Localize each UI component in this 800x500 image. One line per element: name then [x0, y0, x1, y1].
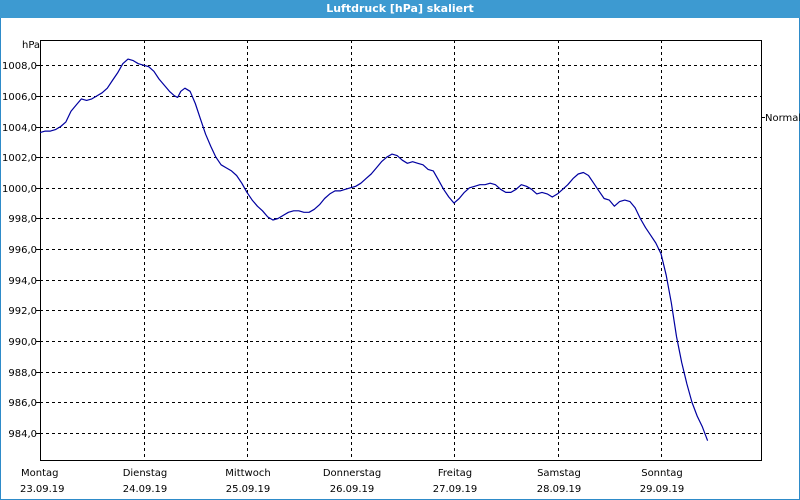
x-tick-date-label: 23.09.19: [20, 484, 65, 495]
x-axis-ticks: Montag 23.09.19 Dienstag 24.09.19 Mittwoch 25…: [20, 468, 684, 495]
y-tick-label: 1008,0: [2, 61, 37, 72]
axes: [36, 40, 762, 461]
x-tick-day-label: Samstag: [537, 468, 581, 479]
y-tick-label: 984,0: [8, 429, 37, 440]
plot-frame: [40, 40, 762, 461]
y-tick-label: 998,0: [8, 214, 37, 225]
y-tick-label: 996,0: [8, 245, 37, 256]
x-tick-date-label: 25.09.19: [226, 484, 271, 495]
x-tick-day-label: Donnerstag: [323, 468, 381, 479]
x-tick-date-label: 28.09.19: [537, 484, 582, 495]
y-tick-label: 994,0: [8, 276, 37, 287]
y-axis-ticks: 984,0 986,0 988,0 990,0 992,0 994,0 996,0 998,0…: [2, 61, 37, 440]
y-tick-label: 986,0: [8, 398, 37, 409]
x-tick-day-label: Sonntag: [641, 468, 683, 479]
x-tick-date-label: 24.09.19: [123, 484, 168, 495]
y-tick-label: 1000,0: [2, 184, 37, 195]
x-tick-date-label: 26.09.19: [330, 484, 375, 495]
pressure-line: [39, 58, 709, 441]
y-tick-label: 990,0: [8, 337, 37, 348]
x-tick-day-label: Mittwoch: [225, 468, 270, 479]
reference-marker: Normal: [761, 113, 800, 124]
x-tick-day-label: Freitag: [438, 468, 472, 479]
x-tick-day-label: Dienstag: [123, 468, 168, 479]
grid: [40, 40, 761, 460]
x-tick-date-label: 27.09.19: [433, 484, 478, 495]
y-tick-label: 1002,0: [2, 153, 37, 164]
y-tick-label: 988,0: [8, 368, 37, 379]
y-tick-label: 1004,0: [2, 123, 37, 134]
reference-label: Normal: [765, 113, 800, 124]
series: [39, 58, 709, 441]
y-tick-label: 1006,0: [2, 92, 37, 103]
x-tick-date-label: 29.09.19: [640, 484, 685, 495]
x-tick-day-label: Montag: [21, 468, 58, 479]
y-axis-unit: hPa: [22, 40, 40, 51]
y-tick-label: 992,0: [8, 306, 37, 317]
window-title: Luftdruck [hPa] skaliert: [0, 0, 800, 18]
